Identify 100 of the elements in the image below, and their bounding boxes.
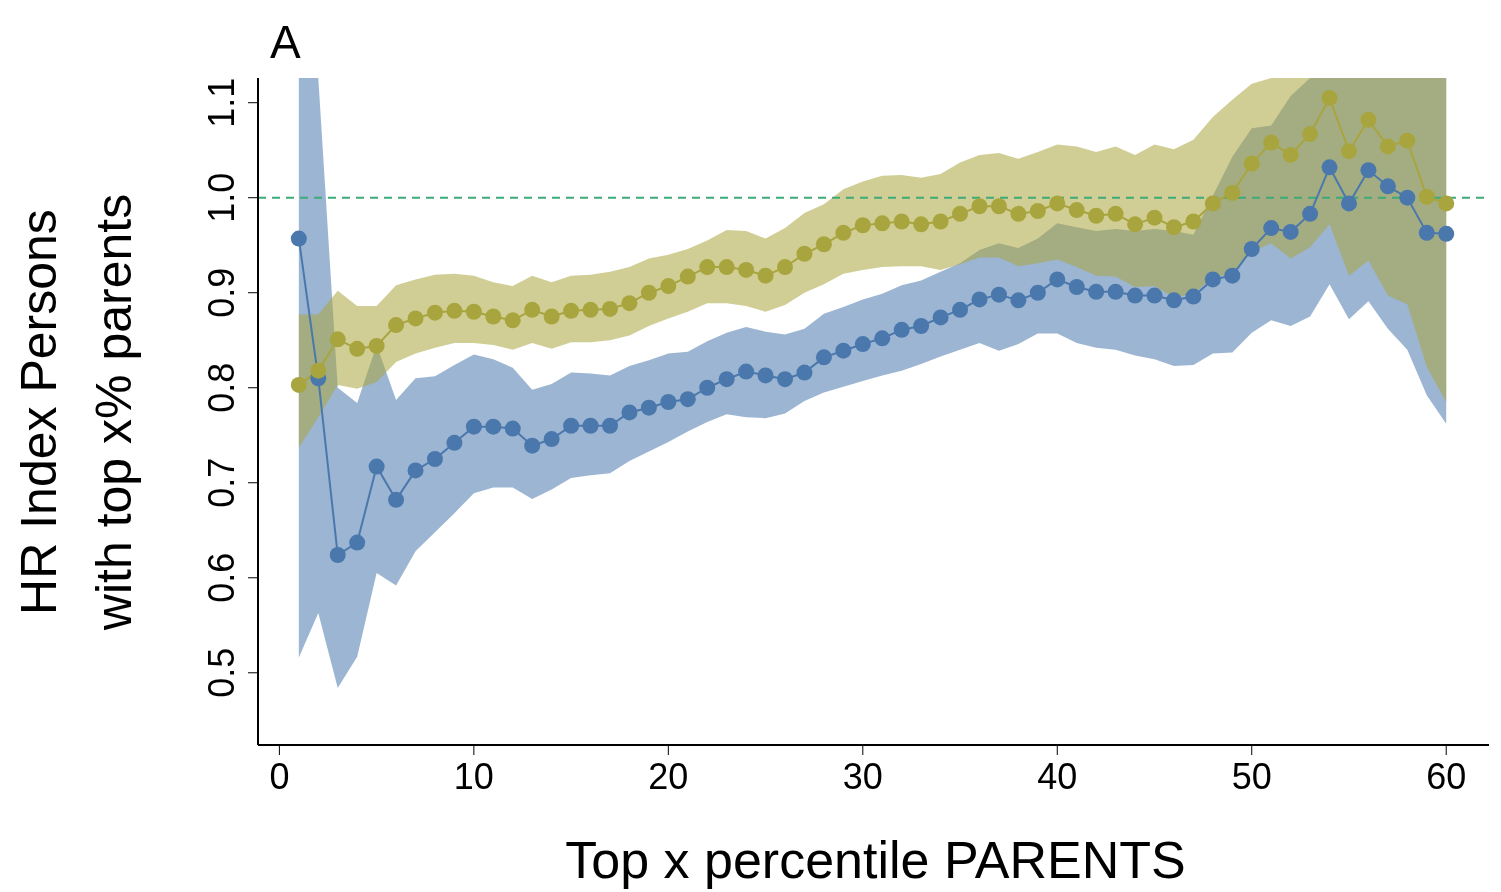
point — [310, 362, 327, 379]
point — [1302, 205, 1319, 222]
point — [407, 310, 424, 327]
point — [796, 364, 813, 381]
point — [874, 330, 891, 347]
point — [1418, 224, 1435, 241]
point — [1438, 225, 1455, 242]
point — [524, 437, 541, 454]
x-axis-title: Top x percentile PARENTS — [564, 830, 1187, 890]
point — [718, 371, 735, 388]
point — [290, 376, 307, 393]
x-tick-label: 40 — [1037, 755, 1078, 797]
point — [582, 417, 599, 434]
point — [524, 301, 541, 318]
point — [854, 217, 871, 234]
point — [738, 363, 755, 380]
point — [1127, 287, 1144, 304]
point — [679, 268, 696, 285]
point — [757, 367, 774, 384]
x-tick-label: 60 — [1426, 755, 1467, 797]
point — [854, 336, 871, 353]
point — [815, 349, 832, 366]
point — [660, 394, 677, 410]
point — [1107, 205, 1124, 222]
point — [990, 198, 1007, 215]
point — [446, 434, 463, 451]
point — [426, 451, 443, 468]
point — [932, 213, 949, 230]
point — [1029, 203, 1046, 220]
point — [329, 331, 346, 348]
x-tick-label: 50 — [1231, 755, 1272, 797]
x-tick-label: 0 — [269, 755, 290, 797]
point — [485, 308, 502, 325]
point — [796, 245, 813, 262]
point — [1399, 189, 1416, 206]
point — [349, 534, 366, 551]
point — [485, 418, 502, 435]
point — [1165, 292, 1182, 309]
point — [893, 321, 910, 338]
point — [738, 261, 755, 278]
point — [640, 399, 657, 416]
y-tick-label: 0.5 — [201, 647, 242, 698]
point — [1204, 271, 1221, 288]
point — [699, 259, 716, 276]
point — [1010, 292, 1027, 309]
point — [368, 337, 385, 354]
point — [1224, 184, 1241, 201]
point — [1282, 146, 1299, 163]
point — [913, 317, 930, 334]
point — [777, 259, 794, 276]
point — [971, 198, 988, 215]
y-tick-label: 1.0 — [201, 172, 242, 223]
point — [757, 267, 774, 284]
point — [290, 230, 307, 247]
point — [699, 379, 716, 396]
point — [582, 301, 599, 318]
point — [349, 340, 366, 357]
point — [990, 286, 1007, 303]
point — [815, 236, 832, 253]
point — [952, 205, 969, 222]
point — [407, 462, 424, 479]
point — [913, 216, 930, 233]
point — [368, 458, 385, 475]
x-tick-label: 20 — [648, 755, 689, 797]
point — [1224, 267, 1241, 284]
point — [1165, 219, 1182, 236]
point — [1360, 162, 1377, 179]
point — [679, 391, 696, 408]
point — [465, 303, 482, 320]
y-tick-label: 0.7 — [201, 457, 242, 508]
point — [1321, 89, 1338, 106]
point — [601, 417, 618, 434]
point — [971, 291, 988, 308]
point — [504, 420, 521, 437]
point — [1321, 159, 1338, 176]
point — [543, 431, 560, 448]
point — [504, 312, 521, 329]
point — [893, 213, 910, 230]
point — [952, 301, 969, 318]
point — [1107, 283, 1124, 300]
point — [426, 304, 443, 321]
y-tick-label: 0.6 — [201, 552, 242, 603]
point — [1243, 241, 1260, 258]
point — [1243, 155, 1260, 172]
point — [621, 404, 638, 421]
point — [465, 418, 482, 435]
point — [1360, 111, 1377, 128]
point — [1418, 188, 1435, 205]
point — [1379, 178, 1396, 195]
point — [1088, 283, 1105, 300]
point — [1185, 213, 1202, 230]
point — [835, 224, 852, 241]
point — [388, 317, 405, 334]
point — [1029, 284, 1046, 301]
point — [1088, 207, 1105, 224]
point — [1340, 143, 1357, 160]
point — [1204, 195, 1221, 212]
point — [1302, 126, 1319, 143]
point — [660, 278, 677, 295]
point — [1263, 134, 1280, 151]
